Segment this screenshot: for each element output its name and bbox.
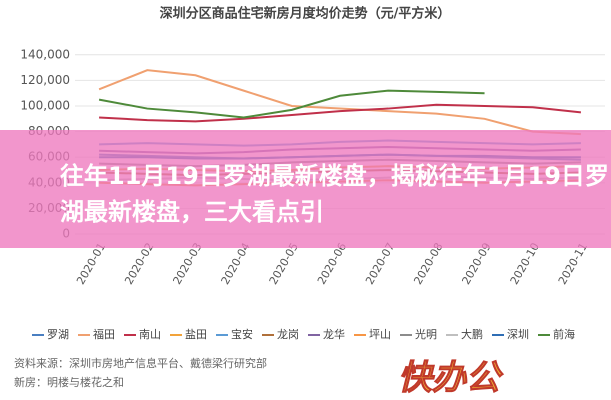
series-line (98, 89, 485, 119)
legend-label: 宝安 (231, 327, 253, 341)
source: 资料来源：深圳市房地产信息平台、戴德梁行研究部 (14, 356, 267, 370)
legend-label: 盐田 (185, 328, 207, 341)
legend-label: 坪山 (369, 328, 391, 341)
y-tick-label: 100,000 (20, 99, 70, 113)
legend-label: 前海 (553, 327, 575, 341)
banner-text: 往年11月19日罗湖最新楼盘，揭秘往年1月19日罗湖最新楼盘，三大看点引 (60, 162, 609, 226)
legend-label: 南山 (139, 328, 161, 341)
legend-label: 罗湖 (47, 328, 69, 341)
y-tick-label: 120,000 (20, 73, 70, 87)
series-line (99, 103, 582, 123)
note: 新房：明楼与楼花之和 (14, 375, 124, 389)
legend-label: 福田 (93, 327, 115, 341)
chart-title: 深圳分区商品住宅新房月度均价走势（元/平方米） (160, 6, 451, 22)
y-tick-label: 140,000 (20, 47, 70, 61)
banner: 往年11月19日罗湖最新楼盘，揭秘往年1月19日罗湖最新楼盘，三大看点引 (0, 130, 611, 248)
legend-label: 龙华 (323, 327, 345, 341)
legend-label: 大鹏 (461, 327, 483, 341)
watermark: 快办公 (398, 358, 501, 399)
legend-label: 深圳 (507, 328, 529, 341)
legend-label: 光明 (415, 327, 437, 341)
series-line (98, 69, 581, 136)
legend-label: 龙岗 (277, 328, 299, 341)
